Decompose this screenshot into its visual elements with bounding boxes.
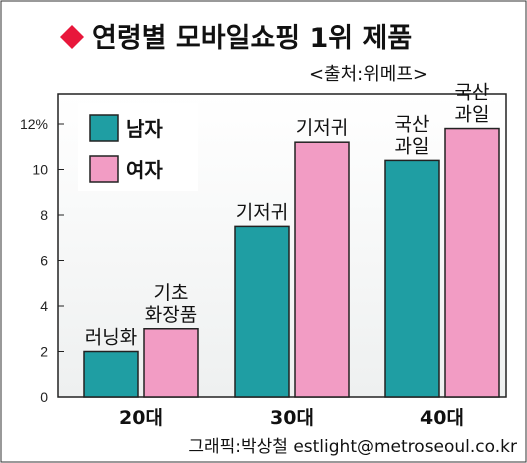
legend: 남자 여자 (78, 103, 198, 191)
bar-female (143, 328, 199, 398)
bar-label-male: 러닝화 (85, 327, 137, 349)
bar-label-female: 기초 (154, 282, 189, 304)
legend-swatch-male (89, 114, 119, 142)
credit-line: 그래픽:박상철 estlight@metroseoul.co.kr (188, 437, 517, 457)
y-tick-label: 2 (40, 344, 48, 360)
bar-label-male: 과일 (395, 135, 430, 157)
legend-label-male: 남자 (126, 117, 163, 141)
y-tick-label: 4 (40, 298, 48, 314)
bar-label-female: 기저귀 (296, 117, 348, 139)
bar-male (234, 225, 290, 398)
bar-label-male: 기저귀 (236, 201, 288, 223)
category-label: 20대 (119, 407, 163, 429)
category-label: 30대 (270, 407, 314, 429)
y-tick-label: 10 (32, 162, 48, 178)
bar-label-male: 국산 (395, 113, 430, 135)
y-tick-label: 0 (40, 389, 48, 405)
bar-label-female: 화장품 (145, 304, 197, 326)
bar-male (384, 159, 440, 398)
category-label: 40대 (420, 407, 464, 429)
y-tick-label: 8 (40, 207, 48, 223)
bar-female (444, 127, 500, 398)
y-axis-ticks: 0 2 4 6 8 10 12% (20, 116, 64, 405)
x-axis-categories: 20대 30대 40대 (119, 407, 464, 429)
source-label: <출처:위메프> (309, 64, 428, 85)
legend-swatch-female (89, 155, 119, 183)
bar-male (83, 350, 139, 398)
bar-label-female: 과일 (455, 104, 490, 126)
y-tick-label: 12% (20, 116, 48, 132)
y-tick-label: 6 (40, 253, 48, 269)
bars (83, 127, 500, 398)
chart-title: 연령별 모바일쇼핑 1위 제품 (92, 23, 412, 54)
bar-label-female: 국산 (455, 82, 490, 104)
legend-label-female: 여자 (126, 158, 163, 182)
title-bullet-icon (60, 25, 84, 49)
bar-female (294, 141, 350, 398)
